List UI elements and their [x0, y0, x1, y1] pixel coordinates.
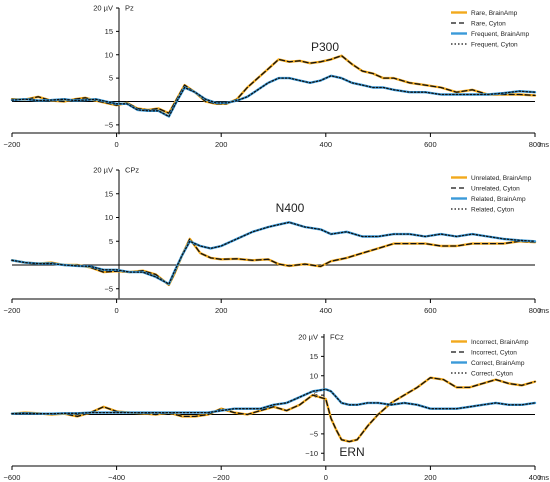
y-tick-label: 5 — [109, 74, 113, 83]
y-tick-label: −5 — [309, 429, 318, 438]
channel-label: CPz — [125, 166, 139, 175]
legend-label: Frequent, BrainAmp — [471, 31, 530, 38]
component-label: ERN — [339, 445, 364, 459]
y-tick-label: 20 µV — [298, 333, 318, 342]
x-tick-label: 600 — [424, 140, 437, 149]
y-tick-label: 15 — [105, 189, 113, 198]
series-line-frequent-brainamp — [10, 74, 537, 118]
x-tick-label: 0 — [115, 140, 119, 149]
legend-label: Related, BrainAmp — [471, 196, 526, 203]
y-tick-label: 10 — [105, 213, 113, 222]
x-tick-label: 600 — [424, 306, 437, 315]
y-tick-label: 15 — [310, 352, 318, 361]
x-tick-label: −200 — [4, 140, 21, 149]
x-tick-label: 200 — [215, 306, 228, 315]
legend-label: Correct, Cyton — [471, 371, 513, 378]
series-line-incorrect-cyton — [11, 377, 536, 443]
y-tick-label: −10 — [305, 449, 318, 458]
channel-label: FCz — [330, 333, 344, 342]
legend-label: Related, Cyton — [471, 207, 514, 214]
x-tick-label: 400 — [320, 140, 333, 149]
x-tick-label: 400 — [529, 473, 542, 482]
y-tick-label: 20 µV — [93, 4, 113, 13]
y-tick-label: 5 — [109, 237, 113, 246]
series-line-frequent-cyton — [11, 75, 536, 118]
y-tick-label: 15 — [105, 27, 113, 36]
x-tick-label: 400 — [320, 306, 333, 315]
series-line-rare-cyton — [11, 55, 536, 114]
x-tick-label: −400 — [108, 473, 125, 482]
x-tick-label: 800 — [529, 140, 542, 149]
channel-label: Pz — [125, 4, 134, 13]
series-line-correct-cyton — [11, 388, 536, 415]
legend-label: Incorrect, Cyton — [471, 350, 517, 357]
series-line-correct-brainamp — [10, 388, 537, 415]
x-unit-label: ms — [539, 306, 549, 315]
x-tick-label: 200 — [215, 140, 228, 149]
y-tick-label: 20 µV — [93, 166, 113, 175]
x-tick-label: −600 — [4, 473, 21, 482]
component-label: N400 — [276, 201, 305, 215]
x-unit-label: ms — [539, 140, 549, 149]
x-tick-label: 200 — [424, 473, 437, 482]
y-tick-label: 10 — [310, 371, 318, 380]
x-tick-label: −200 — [213, 473, 230, 482]
y-tick-label: −5 — [104, 284, 113, 293]
y-tick-label: 10 — [105, 50, 113, 59]
component-label: P300 — [311, 40, 339, 54]
legend-label: Correct, BrainAmp — [471, 360, 525, 367]
legend-label: Incorrect, BrainAmp — [471, 339, 529, 346]
legend-label: Frequent, Cyton — [471, 42, 518, 49]
series-line-related-brainamp — [10, 221, 537, 286]
legend-label: Unrelated, Cyton — [471, 186, 520, 193]
legend-label: Rare, Cyton — [471, 21, 506, 28]
legend-label: Rare, BrainAmp — [471, 10, 518, 17]
x-tick-label: 0 — [324, 473, 328, 482]
x-tick-label: 800 — [529, 306, 542, 315]
legend-label: Unrelated, BrainAmp — [471, 175, 532, 182]
x-tick-label: 0 — [115, 306, 119, 315]
series-line-related-cyton — [11, 221, 536, 285]
x-tick-label: −200 — [4, 306, 21, 315]
x-unit-label: ms — [539, 473, 549, 482]
series-line-unrelated-cyton — [11, 238, 536, 286]
y-tick-label: −5 — [104, 120, 113, 129]
